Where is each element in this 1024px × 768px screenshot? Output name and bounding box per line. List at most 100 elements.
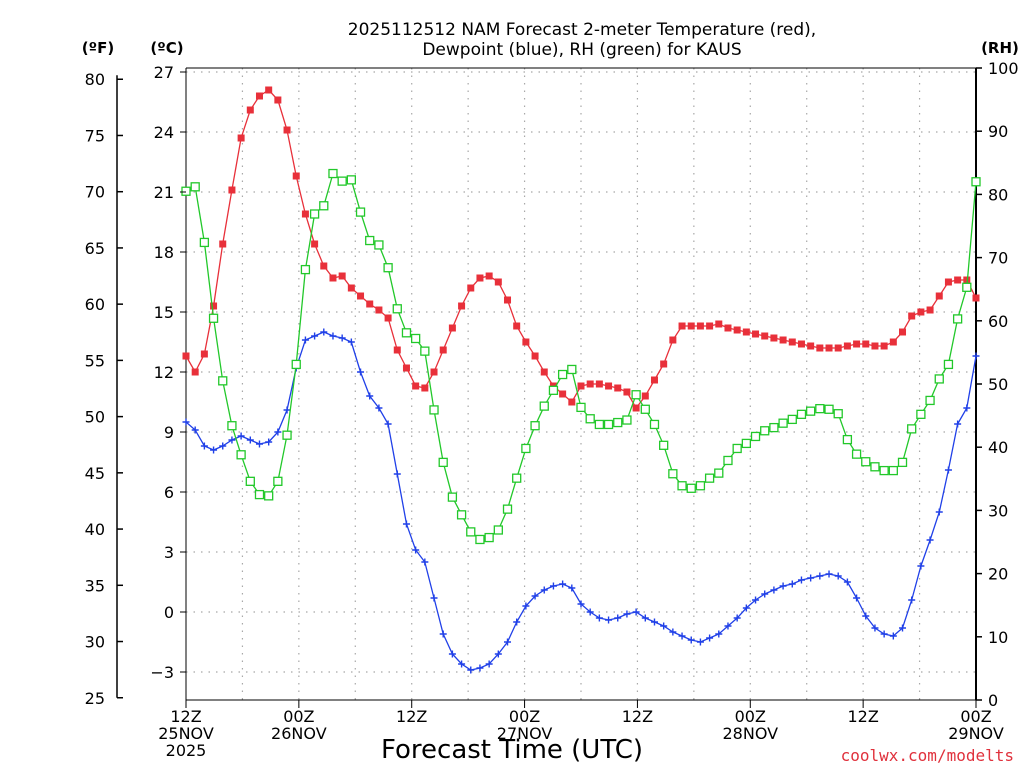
dewpoint-point — [274, 428, 282, 436]
temperature-point — [430, 368, 438, 376]
rh-point — [943, 359, 954, 370]
temperature-point — [568, 398, 576, 406]
rh-point — [870, 462, 880, 472]
temperature-point — [678, 322, 686, 330]
dewpoint-point — [660, 622, 668, 630]
dewpoint-point — [862, 612, 870, 620]
rh-point — [622, 415, 632, 425]
dewpoint-point — [540, 586, 548, 594]
dewpoint-point — [494, 650, 502, 658]
dewpoint-point — [696, 638, 704, 646]
rh-point — [704, 473, 715, 483]
temperature-point — [228, 186, 236, 194]
fahrenheit-tick-label: 55 — [85, 351, 105, 370]
rh-point — [218, 376, 228, 386]
x-tick-label: 29NOV — [948, 724, 1004, 743]
rh-point — [916, 409, 926, 419]
rh-point — [695, 481, 706, 491]
dewpoint-point — [752, 596, 760, 604]
rh-point — [668, 469, 678, 479]
dewpoint-point — [191, 426, 199, 434]
x-tick-label: 00Z — [509, 707, 540, 726]
dewpoint-point — [311, 332, 319, 340]
axes-layer — [116, 67, 977, 701]
fahrenheit-tick-label: 50 — [85, 408, 105, 427]
x-tick-label: 28NOV — [722, 724, 778, 743]
temperature-point — [504, 296, 512, 304]
dewpoint-point — [219, 442, 227, 450]
dewpoint-point — [770, 586, 778, 594]
rh-point — [714, 468, 724, 478]
rh-unit-label: (RH) — [981, 39, 1019, 57]
rh-tick-label: 60 — [988, 312, 1008, 331]
temperature-point — [853, 340, 861, 348]
temperature-point — [669, 336, 677, 344]
rh-point — [769, 422, 779, 433]
dewpoint-point — [265, 438, 273, 446]
rh-point — [420, 346, 430, 356]
temperature-point — [724, 324, 732, 332]
temperature-point — [742, 328, 750, 336]
rh-point — [346, 175, 356, 185]
temperature-point — [301, 210, 309, 218]
celsius-tick-label: 9 — [164, 423, 174, 442]
temperature-point — [200, 350, 208, 358]
temperature-point — [219, 240, 227, 248]
temperature-point — [660, 360, 668, 368]
dewpoint-point — [843, 578, 851, 586]
dewpoint-point — [632, 608, 640, 616]
dewpoint-point — [246, 436, 254, 444]
celsius-tick-label: 12 — [154, 363, 174, 382]
credit-link[interactable]: coolwx.com/modelts — [841, 746, 1014, 765]
temperature-point — [338, 272, 346, 280]
rh-point — [952, 314, 963, 324]
temperature-point — [706, 322, 714, 330]
dewpoint-point — [347, 338, 355, 346]
temperature-point — [458, 302, 466, 310]
temperature-point — [329, 274, 337, 282]
dewpoint-point — [283, 406, 291, 414]
dewpoint-point — [357, 368, 365, 376]
temperature-point — [255, 92, 263, 100]
rh-tick-label: 70 — [988, 249, 1008, 268]
temperature-point — [788, 338, 796, 346]
temperature-point — [770, 334, 778, 342]
rh-point — [631, 390, 641, 400]
temperature-point — [834, 344, 842, 352]
temperature-point — [862, 340, 870, 348]
temperature-point — [494, 278, 502, 286]
dewpoint-point — [375, 404, 383, 412]
x-tick-label: 12Z — [622, 707, 653, 726]
temperature-point — [577, 382, 585, 390]
dewpoint-point — [908, 596, 916, 604]
rh-point — [962, 282, 972, 292]
temperature-point — [357, 292, 365, 300]
temperature-point — [935, 292, 943, 300]
x-tick-label: 25NOV — [158, 724, 214, 743]
dewpoint-point — [421, 558, 429, 566]
dewpoint-point — [210, 446, 218, 454]
temperature-point — [641, 392, 649, 400]
celsius-tick-label: 18 — [154, 243, 174, 262]
rh-point — [411, 333, 421, 344]
dewpoint-point — [917, 562, 925, 570]
rh-point — [861, 457, 871, 467]
rh-point — [447, 492, 458, 502]
temperature-point — [595, 380, 603, 388]
temperature-point — [246, 106, 254, 114]
temperature-point — [347, 284, 355, 292]
rh-tick-label: 0 — [988, 691, 998, 710]
rh-tick-label: 40 — [988, 438, 1008, 457]
temperature-point — [954, 276, 962, 284]
rh-point — [319, 201, 329, 211]
rh-point — [851, 449, 862, 459]
dewpoint-point — [568, 584, 576, 592]
temperature-point — [559, 390, 567, 398]
dewpoint-point — [761, 590, 769, 598]
rh-point — [640, 404, 650, 414]
celsius-tick-label: 3 — [164, 543, 174, 562]
temperature-point — [439, 346, 447, 354]
temperature-point — [485, 272, 493, 280]
rh-point — [337, 176, 347, 186]
temperature-point — [926, 306, 934, 314]
